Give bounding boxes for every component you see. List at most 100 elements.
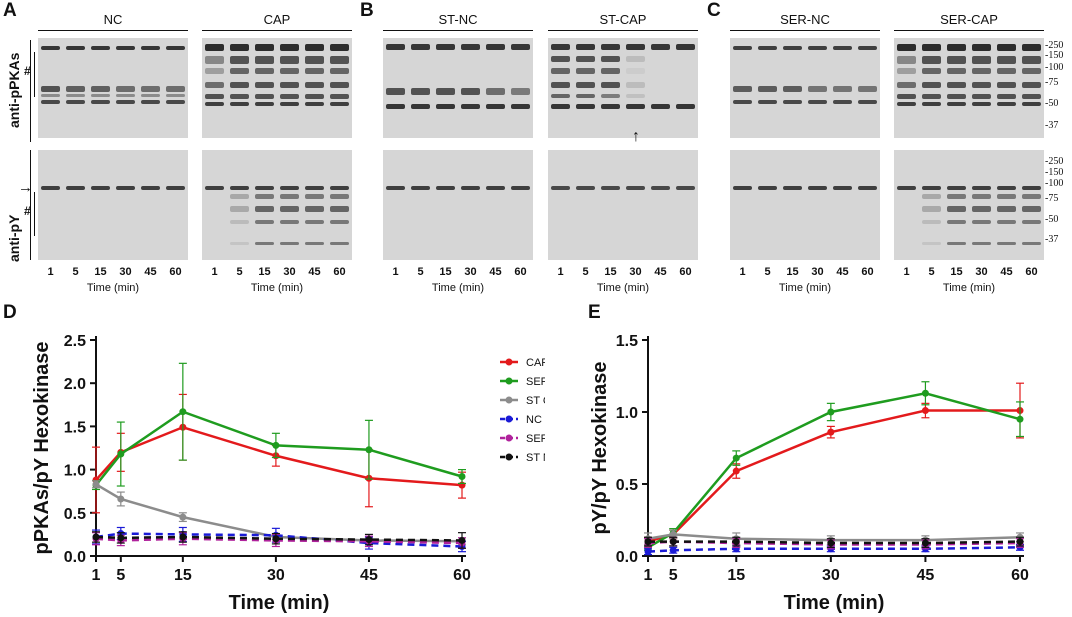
- band-ser_cap-top-1-2: [947, 56, 966, 64]
- lane-label-nc-1: 5: [72, 266, 79, 278]
- band-ser_cap-top-5-3: [972, 102, 991, 106]
- band-nc-bot-0-0: [41, 186, 60, 190]
- chart-d-point-ser-cap-5: [458, 473, 466, 481]
- chart-e-xtick-label-1: 5: [669, 567, 678, 584]
- chart-d-point-st-nc-5: [458, 536, 466, 544]
- lane-axis-title-nc: Time (min): [86, 282, 140, 294]
- band-nc-top-2-0: [41, 100, 60, 104]
- chart-d-legend-marker-st-nc: [505, 453, 513, 461]
- chart-e-point-cap-4: [921, 407, 929, 415]
- band-ser_cap-bot-3-5: [1022, 220, 1041, 224]
- band-st_nc-top-2-5: [511, 104, 530, 109]
- band-ser_cap-bot-0-2: [947, 186, 966, 190]
- hash-marker-top: #: [24, 64, 31, 78]
- group-underline-st_cap: [548, 30, 698, 31]
- chart-e-point-st-nc-5: [1016, 538, 1024, 546]
- lane-label-st_nc-4: 45: [489, 266, 502, 278]
- band-cap-top-0-0: [205, 44, 224, 51]
- band-st_cap-top-0-2: [601, 44, 620, 50]
- mw-bottom-2: -100: [1045, 178, 1064, 189]
- band-st_nc-top-2-2: [436, 104, 455, 109]
- blot-nc-bot: [38, 150, 188, 260]
- mw-bottom-1: -150: [1045, 167, 1064, 178]
- band-nc-bot-0-5: [166, 186, 185, 190]
- band-cap-top-3-1: [230, 82, 249, 88]
- lane-label-cap-4: 45: [308, 266, 321, 278]
- chart-e-ytick-label-3: 1.5: [616, 333, 638, 350]
- chart-e-series-line-ser-nc: [647, 540, 1021, 546]
- lane-label-nc-3: 30: [119, 266, 132, 278]
- band-st_cap-bot-0-0: [551, 186, 570, 190]
- blot-ser_cap-top: [894, 38, 1044, 138]
- chart-e-ytick-label-2: 1.0: [616, 405, 638, 422]
- band-st_cap-bot-0-4: [651, 186, 670, 190]
- lane-label-st_nc-5: 60: [514, 266, 527, 278]
- band-ser_cap-top-5-5: [1022, 102, 1041, 106]
- band-cap-top-0-5: [330, 44, 349, 51]
- chart-e-point-st-nc-4: [921, 539, 929, 547]
- arrow-up-icon: ↑: [632, 128, 640, 145]
- band-cap-bot-0-5: [330, 186, 349, 190]
- band-cap-top-4-0: [205, 94, 224, 99]
- band-cap-bot-2-2: [255, 206, 274, 212]
- lane-label-st_nc-3: 30: [464, 266, 477, 278]
- chart-e-xtick-label-3: 30: [822, 567, 840, 584]
- band-cap-bot-4-4: [305, 242, 324, 245]
- band-cap-top-1-2: [255, 56, 274, 64]
- chart-e-point-ser-cap-4: [921, 389, 929, 397]
- chart-d-ytick-label-3: 1.5: [64, 419, 86, 436]
- blot-st_nc-bot: [383, 150, 533, 260]
- blot-cap-bot: [202, 150, 352, 260]
- chart-d-ytick-label-5: 2.5: [64, 333, 86, 350]
- band-cap-bot-2-3: [280, 206, 299, 212]
- lane-label-ser_nc-3: 30: [811, 266, 824, 278]
- band-ser_cap-top-3-4: [997, 82, 1016, 88]
- band-st_nc-top-2-0: [386, 104, 405, 109]
- band-cap-top-1-1: [230, 56, 249, 64]
- lane-label-ser_cap-5: 60: [1025, 266, 1038, 278]
- band-cap-top-0-3: [280, 44, 299, 51]
- band-st_cap-top-2-1: [576, 68, 595, 74]
- chart-d-point-st-nc-0: [92, 533, 100, 541]
- band-st_cap-top-0-5: [676, 44, 695, 50]
- chart-d-ytick-label-1: 0.5: [64, 506, 86, 523]
- mw-top-5: -37: [1045, 120, 1059, 131]
- band-ser_nc-bot-0-1: [758, 186, 777, 190]
- band-cap-bot-2-4: [305, 206, 324, 212]
- chart-e-series-line-nc: [647, 546, 1021, 553]
- band-ser_cap-top-2-3: [972, 68, 991, 74]
- chart-d-series-line-st-nc: [95, 535, 463, 542]
- lane-label-cap-5: 60: [333, 266, 346, 278]
- hash-marker-bottom: #: [24, 204, 31, 218]
- band-ser_cap-top-4-0: [897, 94, 916, 99]
- band-st_nc-top-2-1: [411, 104, 430, 109]
- chart-d-ytick-label-4: 2.0: [64, 376, 86, 393]
- row-bracket-bottom: [30, 150, 31, 260]
- chart-e-y-axis-title: pY/pY Hexokinase: [589, 361, 611, 534]
- group-underline-ser_nc: [730, 30, 880, 31]
- band-st_nc-top-0-2: [436, 44, 455, 50]
- band-ser_cap-bot-3-3: [972, 220, 991, 224]
- band-nc-top-0-2: [91, 46, 110, 50]
- band-cap-bot-1-1: [230, 194, 249, 199]
- band-st_nc-top-1-3: [461, 88, 480, 95]
- band-ser_cap-bot-0-1: [922, 186, 941, 190]
- band-ser_cap-bot-2-3: [972, 206, 991, 212]
- band-ser_cap-top-1-1: [922, 56, 941, 64]
- band-nc-top-3-0: [41, 94, 60, 97]
- lane-label-st_nc-0: 1: [392, 266, 399, 278]
- lane-label-st_cap-1: 5: [582, 266, 589, 278]
- band-ser_nc-bot-0-5: [858, 186, 877, 190]
- band-cap-top-4-1: [230, 94, 249, 99]
- band-st_cap-top-5-1: [576, 104, 595, 109]
- blot-nc-top: [38, 38, 188, 138]
- band-ser_cap-top-5-2: [947, 102, 966, 106]
- chart-e-point-ser-cap-5: [1016, 415, 1024, 423]
- band-ser_cap-top-4-4: [997, 94, 1016, 99]
- band-ser_cap-bot-3-1: [922, 220, 941, 224]
- lane-label-ser_nc-0: 1: [739, 266, 746, 278]
- chart-d-point-st-nc-1: [117, 534, 125, 542]
- band-nc-top-3-2: [91, 94, 110, 97]
- band-ser_nc-bot-0-0: [733, 186, 752, 190]
- lane-label-st_nc-1: 5: [417, 266, 424, 278]
